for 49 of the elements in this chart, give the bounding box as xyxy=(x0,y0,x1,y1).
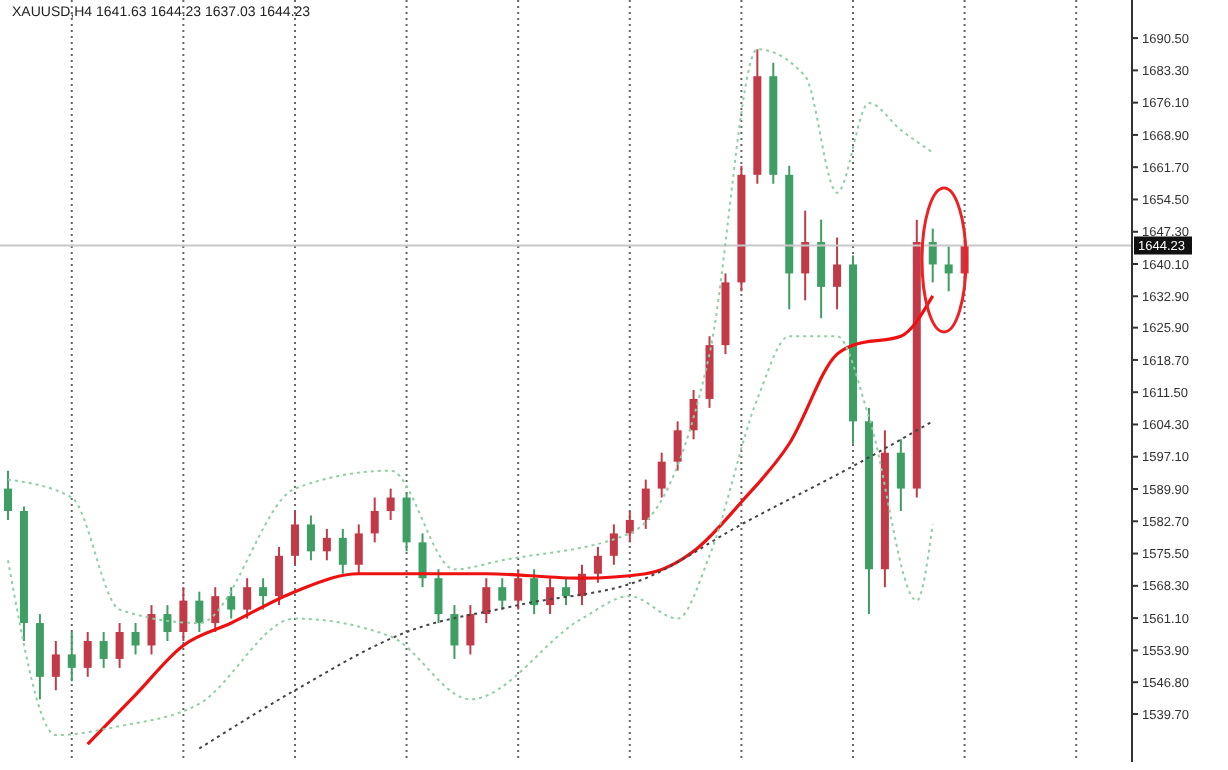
candlestick xyxy=(163,604,172,642)
candlestick xyxy=(195,590,204,634)
candlestick xyxy=(641,478,650,530)
candlestick xyxy=(609,523,618,566)
candlestick xyxy=(625,509,634,544)
line-series xyxy=(6,48,934,625)
candlestick xyxy=(562,577,571,607)
candlestick xyxy=(51,639,60,692)
candlestick xyxy=(657,451,666,499)
candlestick xyxy=(259,577,268,611)
line-series xyxy=(198,420,934,750)
candlestick xyxy=(833,236,842,311)
candlestick xyxy=(370,496,379,544)
candlestick xyxy=(514,568,523,611)
candlestick xyxy=(306,514,315,562)
candlestick xyxy=(275,545,284,607)
candlestick xyxy=(944,245,953,293)
candlestick xyxy=(243,577,252,620)
candlestick xyxy=(322,527,331,562)
candlestick xyxy=(227,586,236,620)
candlestick xyxy=(801,209,810,302)
candlestick xyxy=(498,577,507,611)
candlestick xyxy=(290,509,299,566)
candlestick xyxy=(67,631,76,683)
candlestick xyxy=(450,604,459,660)
candlestick xyxy=(434,568,443,625)
candlestick xyxy=(482,577,491,625)
candlestick xyxy=(386,487,395,521)
candlestick xyxy=(338,527,347,575)
candlestick xyxy=(147,604,156,656)
candlestick xyxy=(896,438,905,512)
candlestick xyxy=(131,622,140,656)
candlestick xyxy=(466,604,475,656)
candlestick xyxy=(115,622,124,669)
candlestick xyxy=(593,545,602,584)
candlestick xyxy=(402,492,411,553)
candlestick xyxy=(546,577,555,616)
candlestick xyxy=(530,568,539,616)
candlestick xyxy=(179,586,188,642)
candlestick xyxy=(211,586,220,634)
candlestick xyxy=(99,631,108,669)
candlestick xyxy=(673,420,682,472)
line-series xyxy=(86,294,935,746)
candlestick xyxy=(354,523,363,575)
line-series xyxy=(6,335,934,737)
candlestick xyxy=(83,631,92,678)
candlestick xyxy=(817,218,826,320)
candlestick xyxy=(418,532,427,589)
candlestick xyxy=(4,469,12,521)
